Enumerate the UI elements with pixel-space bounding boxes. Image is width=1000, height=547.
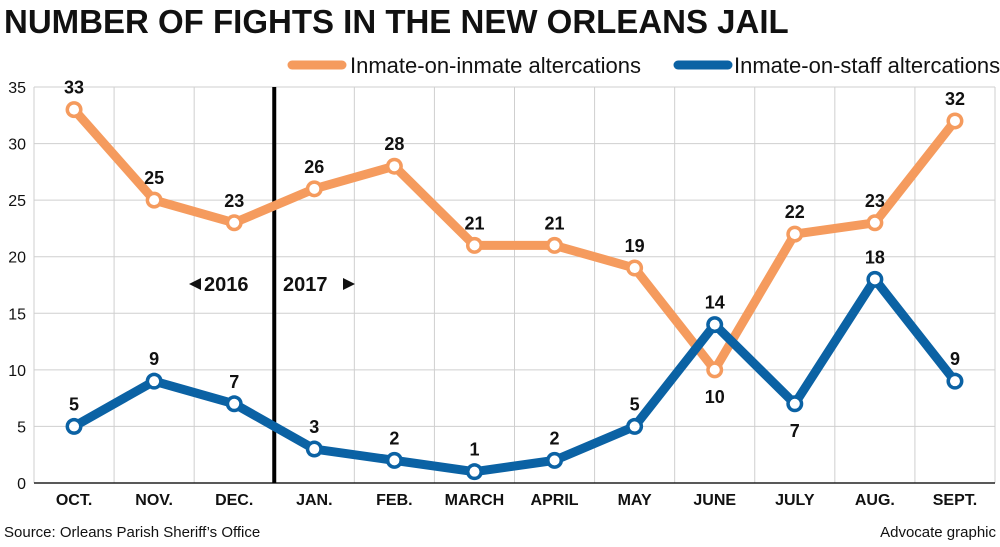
data-label: 23 <box>865 191 885 211</box>
data-label: 23 <box>224 191 244 211</box>
data-label: 2 <box>550 428 560 448</box>
series-0-point-center <box>149 195 160 206</box>
y-tick-label: 30 <box>8 137 26 154</box>
data-label: 21 <box>545 213 565 233</box>
data-label: 9 <box>149 349 159 369</box>
x-tick-label: SEPT. <box>933 492 977 509</box>
series-1-point-center <box>949 376 960 387</box>
x-tick-label: APRIL <box>531 492 579 509</box>
series-0-point-center <box>789 229 800 240</box>
series-1-point-center <box>709 319 720 330</box>
data-label: 28 <box>384 134 404 154</box>
data-label: 5 <box>630 394 640 414</box>
x-tick-label: AUG. <box>855 492 895 509</box>
data-label: 2 <box>389 428 399 448</box>
series-0-point-center <box>709 364 720 375</box>
y-tick-label: 5 <box>17 419 26 436</box>
data-label: 18 <box>865 247 885 267</box>
series-1-point-center <box>309 444 320 455</box>
series-1-point-center <box>869 274 880 285</box>
x-tick-label: JAN. <box>296 492 332 509</box>
series-0-point-center <box>309 183 320 194</box>
y-tick-label: 15 <box>8 306 26 323</box>
data-label: 22 <box>785 202 805 222</box>
data-label: 10 <box>705 387 725 407</box>
arrow-right-icon <box>343 278 355 290</box>
arrow-left-icon <box>189 278 201 290</box>
series-0-point-center <box>949 115 960 126</box>
x-tick-label: OCT. <box>56 492 92 509</box>
series-0-point-center <box>549 240 560 251</box>
series-0-point-center <box>869 217 880 228</box>
series-1-point-center <box>69 421 80 432</box>
data-label: 21 <box>464 213 484 233</box>
series-1-point-center <box>229 398 240 409</box>
series-1-point-center <box>629 421 640 432</box>
x-tick-label: MARCH <box>445 492 505 509</box>
series-line-1 <box>69 274 960 477</box>
series-1-point-center <box>389 455 400 466</box>
legend-label-inmate-on-inmate: Inmate-on-inmate altercations <box>350 53 641 78</box>
series <box>65 101 964 481</box>
grid <box>33 86 996 483</box>
series-1-point-center <box>149 376 160 387</box>
x-tick-label: MAY <box>618 492 652 509</box>
data-label: 32 <box>945 89 965 109</box>
year-divider: 2016 2017 <box>189 87 355 483</box>
x-tick-label: JUNE <box>693 492 736 509</box>
source-note: Source: Orleans Parish Sheriff’s Office <box>4 524 260 541</box>
series-0-point-center <box>469 240 480 251</box>
data-label: 7 <box>229 372 239 392</box>
x-tick-label: JULY <box>775 492 815 509</box>
data-label: 3 <box>309 417 319 437</box>
legend-label-inmate-on-staff: Inmate-on-staff altercations <box>734 53 1000 78</box>
x-tick-label: DEC. <box>215 492 253 509</box>
y-tick-label: 25 <box>8 193 26 210</box>
legend: Inmate-on-inmate altercations Inmate-on-… <box>287 53 1000 78</box>
y-tick-label: 0 <box>17 476 26 493</box>
data-label: 7 <box>790 421 800 441</box>
data-label: 33 <box>64 78 84 98</box>
series-0-point-center <box>229 217 240 228</box>
data-label: 9 <box>950 349 960 369</box>
x-tick-label: FEB. <box>376 492 412 509</box>
data-label: 19 <box>625 236 645 256</box>
series-1-point-center <box>549 455 560 466</box>
series-0-point-center <box>69 104 80 115</box>
series-line-0 <box>69 105 960 375</box>
series-0-point-center <box>629 263 640 274</box>
data-label: 25 <box>144 168 164 188</box>
data-label: 26 <box>304 157 324 177</box>
series-0-point-center <box>389 161 400 172</box>
y-tick-label: 35 <box>8 80 26 97</box>
year-label-2016: 2016 <box>204 274 249 296</box>
series-1-point-center <box>789 398 800 409</box>
year-label-2017: 2017 <box>283 274 328 296</box>
chart-title: NUMBER OF FIGHTS IN THE NEW ORLEANS JAIL <box>4 3 789 40</box>
credit-note: Advocate graphic <box>880 524 996 541</box>
data-label: 14 <box>705 293 725 313</box>
series-1-point-center <box>469 466 480 477</box>
data-label: 1 <box>469 440 479 460</box>
y-tick-label: 20 <box>8 250 26 267</box>
y-tick-label: 10 <box>8 363 26 380</box>
x-tick-label: NOV. <box>135 492 173 509</box>
data-label: 5 <box>69 394 79 414</box>
